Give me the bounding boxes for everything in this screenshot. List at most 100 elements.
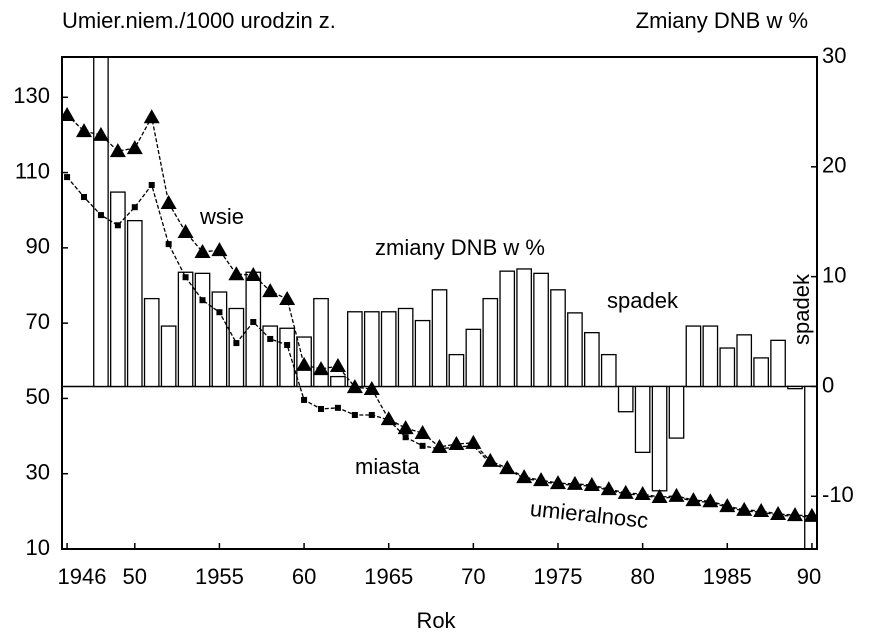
marker xyxy=(588,483,595,490)
bar xyxy=(465,328,482,388)
marker xyxy=(504,466,511,473)
bar xyxy=(177,271,194,388)
marker xyxy=(724,504,731,511)
marker xyxy=(538,478,545,485)
marker xyxy=(808,514,815,521)
marker xyxy=(62,106,76,121)
bar xyxy=(380,311,397,388)
bar xyxy=(482,297,499,388)
bar xyxy=(262,325,279,388)
bar xyxy=(685,325,702,388)
marker xyxy=(453,443,460,450)
y2-tick-label: -10 xyxy=(822,482,854,507)
bar xyxy=(533,272,549,388)
bar xyxy=(228,307,245,388)
y-tick-label: 10 xyxy=(26,535,50,560)
marker xyxy=(284,341,291,348)
marker xyxy=(791,513,798,520)
annotation: zmiany DNB w % xyxy=(375,235,545,260)
plot-area xyxy=(62,57,817,549)
marker xyxy=(419,442,426,449)
y-tick-label: 90 xyxy=(26,234,50,259)
marker xyxy=(76,123,93,138)
marker xyxy=(707,499,714,506)
y2-tick-label: 30 xyxy=(822,43,846,68)
bar xyxy=(600,353,617,388)
bar xyxy=(584,332,600,388)
x-tick-label: 60 xyxy=(292,564,316,589)
bar xyxy=(313,297,329,388)
bar xyxy=(347,311,363,388)
bar xyxy=(787,385,803,390)
x-tick-label: 1955 xyxy=(195,564,244,589)
marker xyxy=(436,445,443,452)
x-tick-label: 70 xyxy=(461,564,485,589)
x-tick-label: 90 xyxy=(797,564,821,589)
bar xyxy=(110,191,126,388)
y-tick-label: 30 xyxy=(26,460,50,485)
bar xyxy=(770,339,786,388)
marker xyxy=(279,291,296,306)
bar xyxy=(719,347,736,388)
bar xyxy=(617,385,634,413)
marker xyxy=(673,494,680,501)
marker xyxy=(554,481,561,488)
marker xyxy=(182,274,189,281)
marker xyxy=(639,492,646,499)
bar xyxy=(330,375,346,388)
x-tick-label: 1965 xyxy=(364,564,413,589)
marker xyxy=(301,396,308,403)
marker xyxy=(64,174,71,181)
marker xyxy=(346,379,363,394)
x-axis-label: Rok xyxy=(416,608,456,633)
bar xyxy=(516,268,532,388)
x-tick-label: 1975 xyxy=(534,564,583,589)
marker xyxy=(267,335,274,342)
marker xyxy=(313,361,330,376)
annotation: miasta xyxy=(355,454,421,479)
bar xyxy=(431,289,448,388)
marker xyxy=(363,381,380,396)
y-tick-label: 70 xyxy=(26,309,50,334)
bar xyxy=(414,319,431,388)
y-tick-label: 50 xyxy=(26,384,50,409)
bar xyxy=(550,289,566,388)
bar xyxy=(651,385,668,492)
bar xyxy=(499,270,516,388)
marker xyxy=(143,109,160,124)
marker xyxy=(351,411,358,418)
marker xyxy=(245,266,262,281)
marker xyxy=(571,482,578,489)
marker xyxy=(177,224,194,239)
marker xyxy=(131,204,138,211)
marker xyxy=(397,420,414,435)
bar xyxy=(702,325,719,388)
marker xyxy=(296,356,313,371)
marker xyxy=(126,140,143,155)
left-axis-title: Umier.niem./1000 urodzin z. xyxy=(62,8,336,33)
bar xyxy=(126,219,143,388)
marker xyxy=(690,498,697,505)
bar xyxy=(736,334,753,388)
marker xyxy=(487,460,494,467)
bar xyxy=(279,327,295,388)
marker xyxy=(758,509,765,516)
bar xyxy=(363,311,380,388)
annotation: spadek xyxy=(789,273,814,345)
marker xyxy=(414,425,431,440)
bar xyxy=(668,385,685,439)
marker xyxy=(385,416,392,423)
bar xyxy=(448,353,465,388)
marker xyxy=(233,340,240,347)
marker xyxy=(318,405,325,412)
bar xyxy=(567,312,583,388)
x-tick-label: 80 xyxy=(630,564,654,589)
marker xyxy=(329,358,346,373)
marker xyxy=(250,319,257,326)
x-tick-label: 1946 xyxy=(58,564,107,589)
marker xyxy=(165,241,172,248)
bar xyxy=(160,325,177,388)
y-tick-label: 130 xyxy=(13,83,50,108)
marker xyxy=(148,181,155,188)
